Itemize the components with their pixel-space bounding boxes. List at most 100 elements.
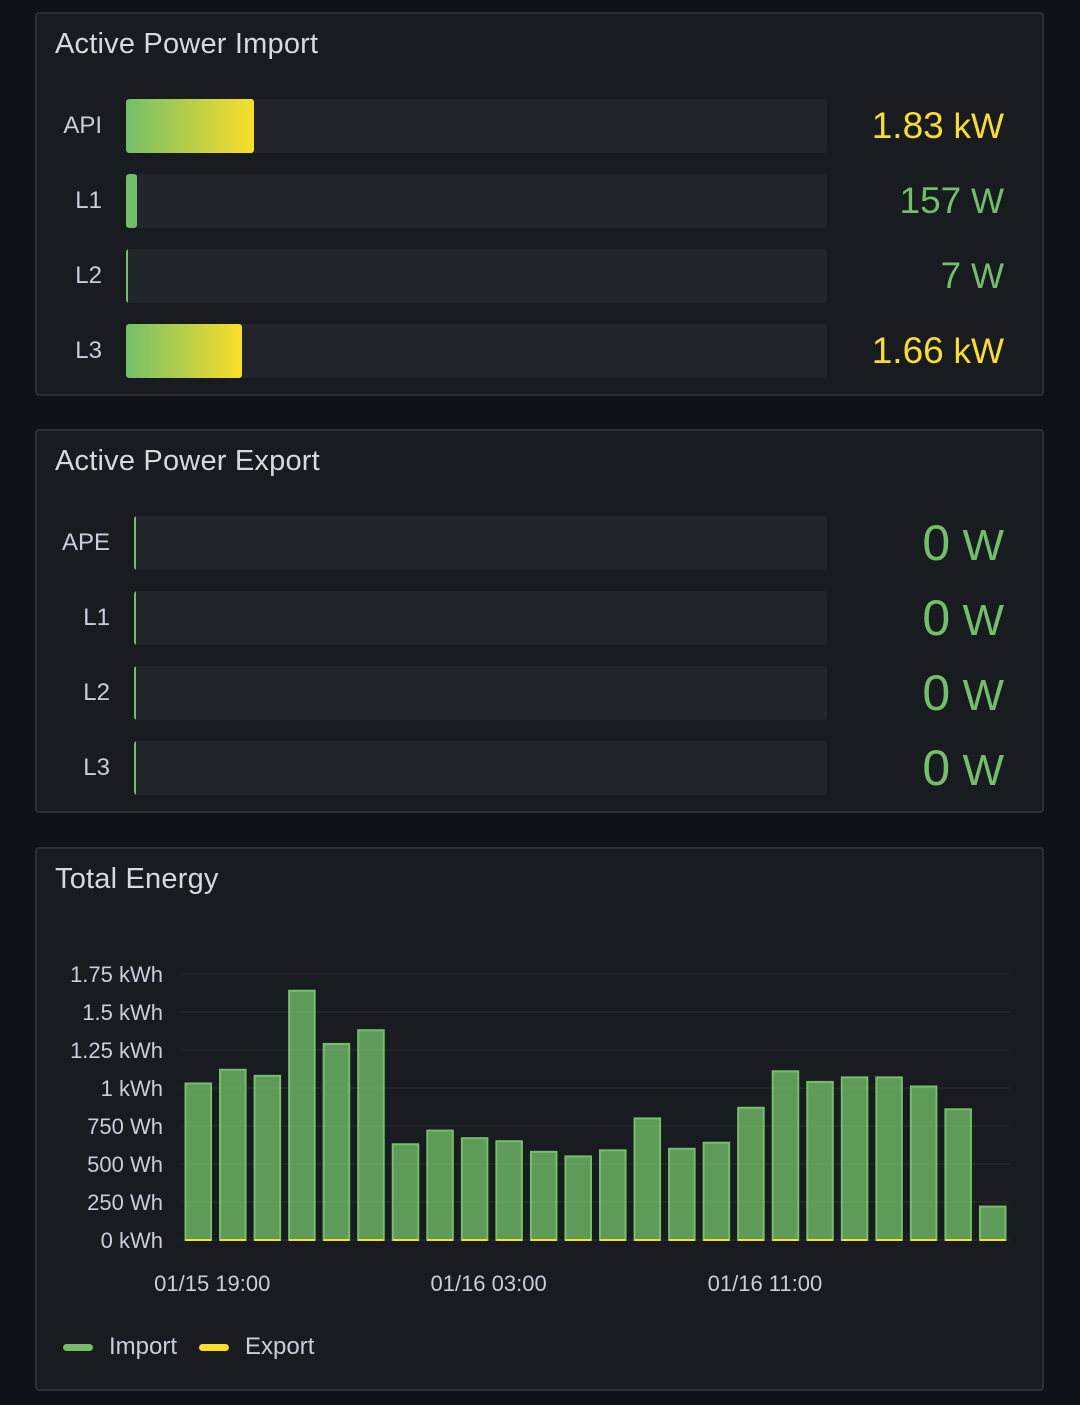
export-bar[interactable] — [565, 1239, 591, 1241]
gauge-value-number: 157 — [899, 180, 962, 221]
gauge-row-l3: L3 1.66 kW — [37, 324, 1042, 378]
legend-label-export: Export — [245, 1333, 315, 1360]
export-bar[interactable] — [634, 1239, 661, 1241]
export-bar[interactable] — [427, 1239, 453, 1241]
y-tick-label: 500 Wh — [87, 1152, 163, 1177]
import-bar[interactable] — [253, 1074, 282, 1241]
import-bar[interactable] — [219, 1068, 247, 1241]
legend-item-export[interactable]: Export — [199, 1333, 314, 1361]
import-bar[interactable] — [806, 1080, 834, 1241]
active-power-import-panel: Active Power Import API 1.83 kW L1 157 W L2 7… — [35, 12, 1044, 396]
import-bar[interactable] — [495, 1140, 523, 1242]
export-bar[interactable] — [496, 1239, 522, 1241]
import-bar[interactable] — [288, 989, 316, 1241]
y-tick-label: 1.5 kWh — [82, 1000, 163, 1025]
gauge-value: 157 W — [900, 174, 1005, 228]
legend-item-import[interactable]: Import — [63, 1333, 177, 1361]
gauge-value: 0 W — [922, 591, 1004, 645]
gauge-track — [134, 741, 827, 795]
y-tick-label: 1 kWh — [101, 1076, 163, 1101]
gauge-row-l2: L2 0 W — [37, 666, 1042, 720]
panel-title[interactable]: Active Power Export — [55, 445, 320, 477]
y-tick-label: 750 Wh — [87, 1114, 163, 1139]
export-bar[interactable] — [185, 1239, 212, 1241]
gauge-label: APE — [61, 529, 110, 556]
export-bar[interactable] — [392, 1239, 419, 1241]
import-bar[interactable] — [529, 1150, 558, 1241]
export-bar[interactable] — [772, 1239, 799, 1241]
gauge-fill — [126, 324, 243, 378]
import-bar[interactable] — [426, 1129, 454, 1241]
import-bar[interactable] — [702, 1141, 731, 1241]
export-bar[interactable] — [910, 1239, 937, 1241]
import-bar[interactable] — [944, 1108, 972, 1241]
gauge-fill — [126, 174, 137, 228]
gauge-value-unit: W — [950, 521, 1004, 570]
active-power-export-panel: Active Power Export APE 0 W L1 0 W L2 0 W L3 0 … — [35, 429, 1044, 813]
legend-label-import: Import — [109, 1333, 178, 1360]
export-bar[interactable] — [669, 1239, 695, 1241]
panel-title[interactable]: Active Power Import — [55, 28, 319, 60]
gauge-value-unit: W — [950, 746, 1004, 795]
gauge-fill — [126, 249, 128, 303]
legend-swatch-import — [63, 1343, 93, 1351]
chart-legend: Import Export — [63, 1327, 336, 1367]
import-bar[interactable] — [909, 1085, 938, 1241]
gauge-fill — [134, 741, 136, 795]
gauge-fill — [134, 666, 136, 720]
export-bar[interactable] — [461, 1239, 488, 1241]
export-bar[interactable] — [807, 1239, 833, 1241]
y-tick-label: 1.75 kWh — [70, 962, 163, 987]
export-bar[interactable] — [738, 1239, 764, 1241]
y-tick-label: 250 Wh — [87, 1190, 163, 1215]
import-bar[interactable] — [322, 1042, 351, 1241]
import-bar[interactable] — [633, 1117, 662, 1241]
gauge-fill — [126, 99, 255, 153]
gauge-value: 7 W — [941, 249, 1004, 303]
export-bar[interactable] — [254, 1239, 281, 1241]
import-bar[interactable] — [599, 1149, 627, 1242]
gauge-value-number: 0 — [922, 515, 951, 571]
gauge-value-unit: kW — [943, 107, 1004, 146]
import-bar[interactable] — [875, 1076, 903, 1241]
x-tick-label: 01/16 11:00 — [708, 1271, 823, 1296]
gauge-value-unit: kW — [943, 332, 1004, 371]
import-bar[interactable] — [357, 1029, 385, 1241]
gauge-track — [134, 516, 827, 570]
import-bar[interactable] — [771, 1070, 800, 1241]
import-bar[interactable] — [184, 1082, 213, 1241]
export-bar[interactable] — [945, 1239, 971, 1241]
gauge-track — [126, 99, 827, 153]
export-bar[interactable] — [289, 1239, 315, 1241]
panel-title[interactable]: Total Energy — [55, 863, 219, 895]
export-bar[interactable] — [703, 1239, 730, 1241]
gauge-value-unit: W — [961, 257, 1004, 296]
energy-bar-chart[interactable]: 0 kWh 250 Wh 500 Wh 750 Wh 1 kWh 1.25 kWh 1.5 … — [37, 849, 1042, 1319]
gauge-fill — [134, 516, 136, 570]
import-bar[interactable] — [668, 1147, 696, 1241]
gauge-value-number: 0 — [922, 590, 951, 646]
export-bar[interactable] — [358, 1239, 384, 1241]
gauge-value-number: 7 — [940, 255, 962, 296]
import-bar[interactable] — [391, 1143, 420, 1241]
total-energy-panel: Total Energy 0 kWh 250 Wh 500 Wh 750 Wh 1 kW… — [35, 847, 1044, 1391]
export-bar[interactable] — [600, 1239, 626, 1241]
gauge-value-unit: W — [961, 182, 1004, 221]
gauge-track — [134, 591, 827, 645]
export-bar[interactable] — [979, 1239, 1006, 1241]
export-bar[interactable] — [323, 1239, 350, 1241]
import-bar[interactable] — [978, 1205, 1007, 1241]
x-tick-label: 01/16 03:00 — [430, 1271, 546, 1296]
gauge-value: 0 W — [922, 666, 1004, 720]
gauge-value-unit: W — [950, 596, 1004, 645]
import-bar[interactable] — [840, 1076, 869, 1241]
gauge-label: L1 — [75, 187, 102, 214]
import-bar[interactable] — [564, 1155, 592, 1241]
export-bar[interactable] — [220, 1239, 246, 1241]
export-bar[interactable] — [841, 1239, 868, 1241]
import-bar[interactable] — [737, 1106, 765, 1242]
gauge-row-l3: L3 0 W — [37, 741, 1042, 795]
export-bar[interactable] — [876, 1239, 902, 1241]
import-bar[interactable] — [460, 1137, 489, 1241]
export-bar[interactable] — [530, 1239, 557, 1241]
